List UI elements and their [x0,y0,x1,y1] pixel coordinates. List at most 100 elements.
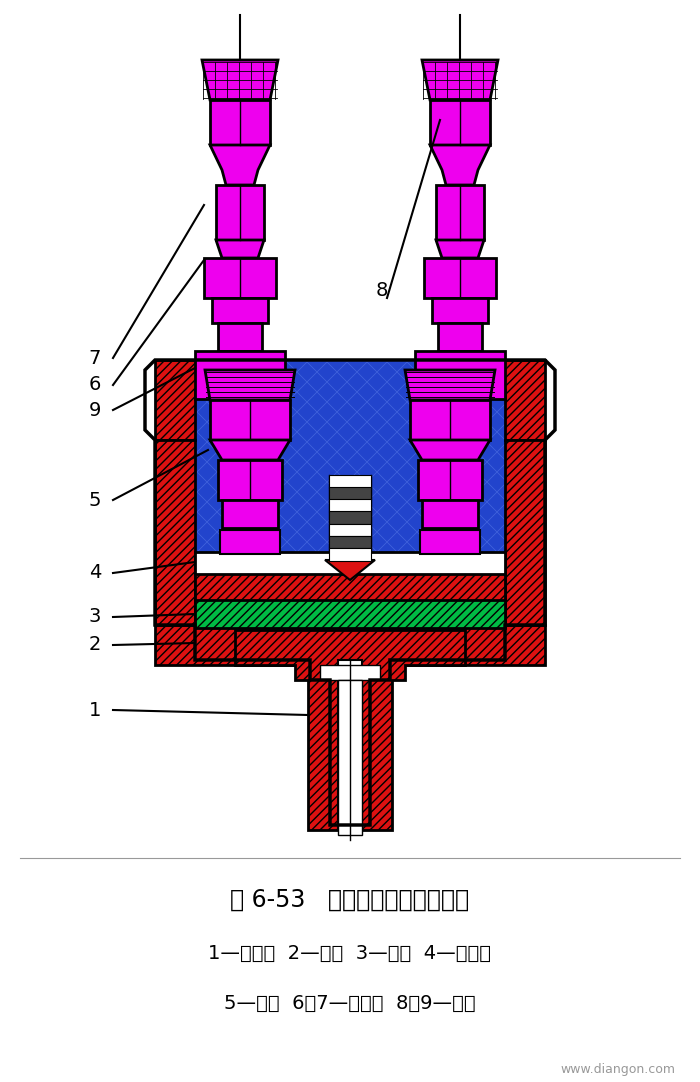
Polygon shape [297,382,317,403]
Polygon shape [337,522,357,542]
Polygon shape [437,502,457,522]
Polygon shape [397,562,417,582]
Polygon shape [377,481,397,502]
Polygon shape [217,542,237,562]
Polygon shape [422,60,498,100]
Polygon shape [357,502,377,522]
Polygon shape [155,360,210,440]
Polygon shape [317,481,337,502]
Polygon shape [477,582,497,602]
Bar [329,536,371,549]
Polygon shape [217,382,237,403]
Polygon shape [477,522,497,542]
Polygon shape [197,462,217,481]
Polygon shape [317,562,337,582]
Bar [430,100,490,145]
Polygon shape [357,422,377,443]
Polygon shape [437,602,457,622]
Text: 5—弹簧  6、7—接线柱  8、9—底座: 5—弹簧 6、7—接线柱 8、9—底座 [224,993,476,1013]
Polygon shape [337,422,357,443]
Polygon shape [497,562,517,582]
Bar [210,100,270,145]
Polygon shape [217,462,237,481]
Polygon shape [377,562,397,582]
Polygon shape [277,362,297,382]
Polygon shape [237,502,257,522]
Polygon shape [457,542,477,562]
Polygon shape [297,522,317,542]
Polygon shape [277,403,297,422]
Polygon shape [397,422,417,443]
Polygon shape [490,360,545,440]
Polygon shape [357,562,377,582]
Polygon shape [257,422,277,443]
Polygon shape [277,542,297,562]
Polygon shape [377,582,397,602]
Polygon shape [437,462,457,481]
Polygon shape [437,403,457,422]
Polygon shape [257,542,277,562]
Bar [220,530,280,554]
Polygon shape [397,362,417,382]
Bar [222,500,278,528]
Polygon shape [457,481,477,502]
Polygon shape [237,403,257,422]
Text: 8: 8 [376,280,389,300]
Polygon shape [397,403,417,422]
Polygon shape [436,240,484,258]
Polygon shape [197,562,217,582]
Polygon shape [477,562,497,582]
Polygon shape [477,403,497,422]
Bar [195,351,285,399]
Polygon shape [357,362,377,382]
Polygon shape [417,522,437,542]
Polygon shape [477,542,497,562]
Polygon shape [297,362,317,382]
Polygon shape [337,562,357,582]
Bar [329,499,371,512]
Text: 9: 9 [89,400,102,420]
Polygon shape [417,422,437,443]
Polygon shape [397,582,417,602]
Polygon shape [237,443,257,462]
Polygon shape [477,502,497,522]
Polygon shape [397,443,417,462]
Polygon shape [457,403,477,422]
Polygon shape [457,422,477,443]
Polygon shape [477,462,497,481]
Polygon shape [217,582,237,602]
Polygon shape [197,382,217,403]
Polygon shape [477,443,497,462]
Polygon shape [437,362,457,382]
Polygon shape [337,462,357,481]
Polygon shape [457,602,477,622]
Polygon shape [197,481,217,502]
Polygon shape [317,362,337,382]
Polygon shape [477,422,497,443]
Polygon shape [197,502,217,522]
Polygon shape [317,542,337,562]
Polygon shape [237,522,257,542]
Polygon shape [377,362,397,382]
Polygon shape [457,443,477,462]
Polygon shape [197,422,217,443]
Polygon shape [457,522,477,542]
Polygon shape [202,60,278,100]
Polygon shape [437,481,457,502]
Polygon shape [257,602,277,622]
Polygon shape [237,382,257,403]
Polygon shape [410,440,490,460]
Polygon shape [257,462,277,481]
Polygon shape [417,602,437,622]
Bar [329,487,371,500]
Bar [195,572,505,602]
Polygon shape [197,602,217,622]
Bar [505,440,545,625]
Polygon shape [197,582,217,602]
Polygon shape [297,443,317,462]
Polygon shape [257,362,277,382]
Polygon shape [497,582,517,602]
Polygon shape [377,542,397,562]
Polygon shape [497,481,517,502]
Text: 2: 2 [89,635,102,655]
